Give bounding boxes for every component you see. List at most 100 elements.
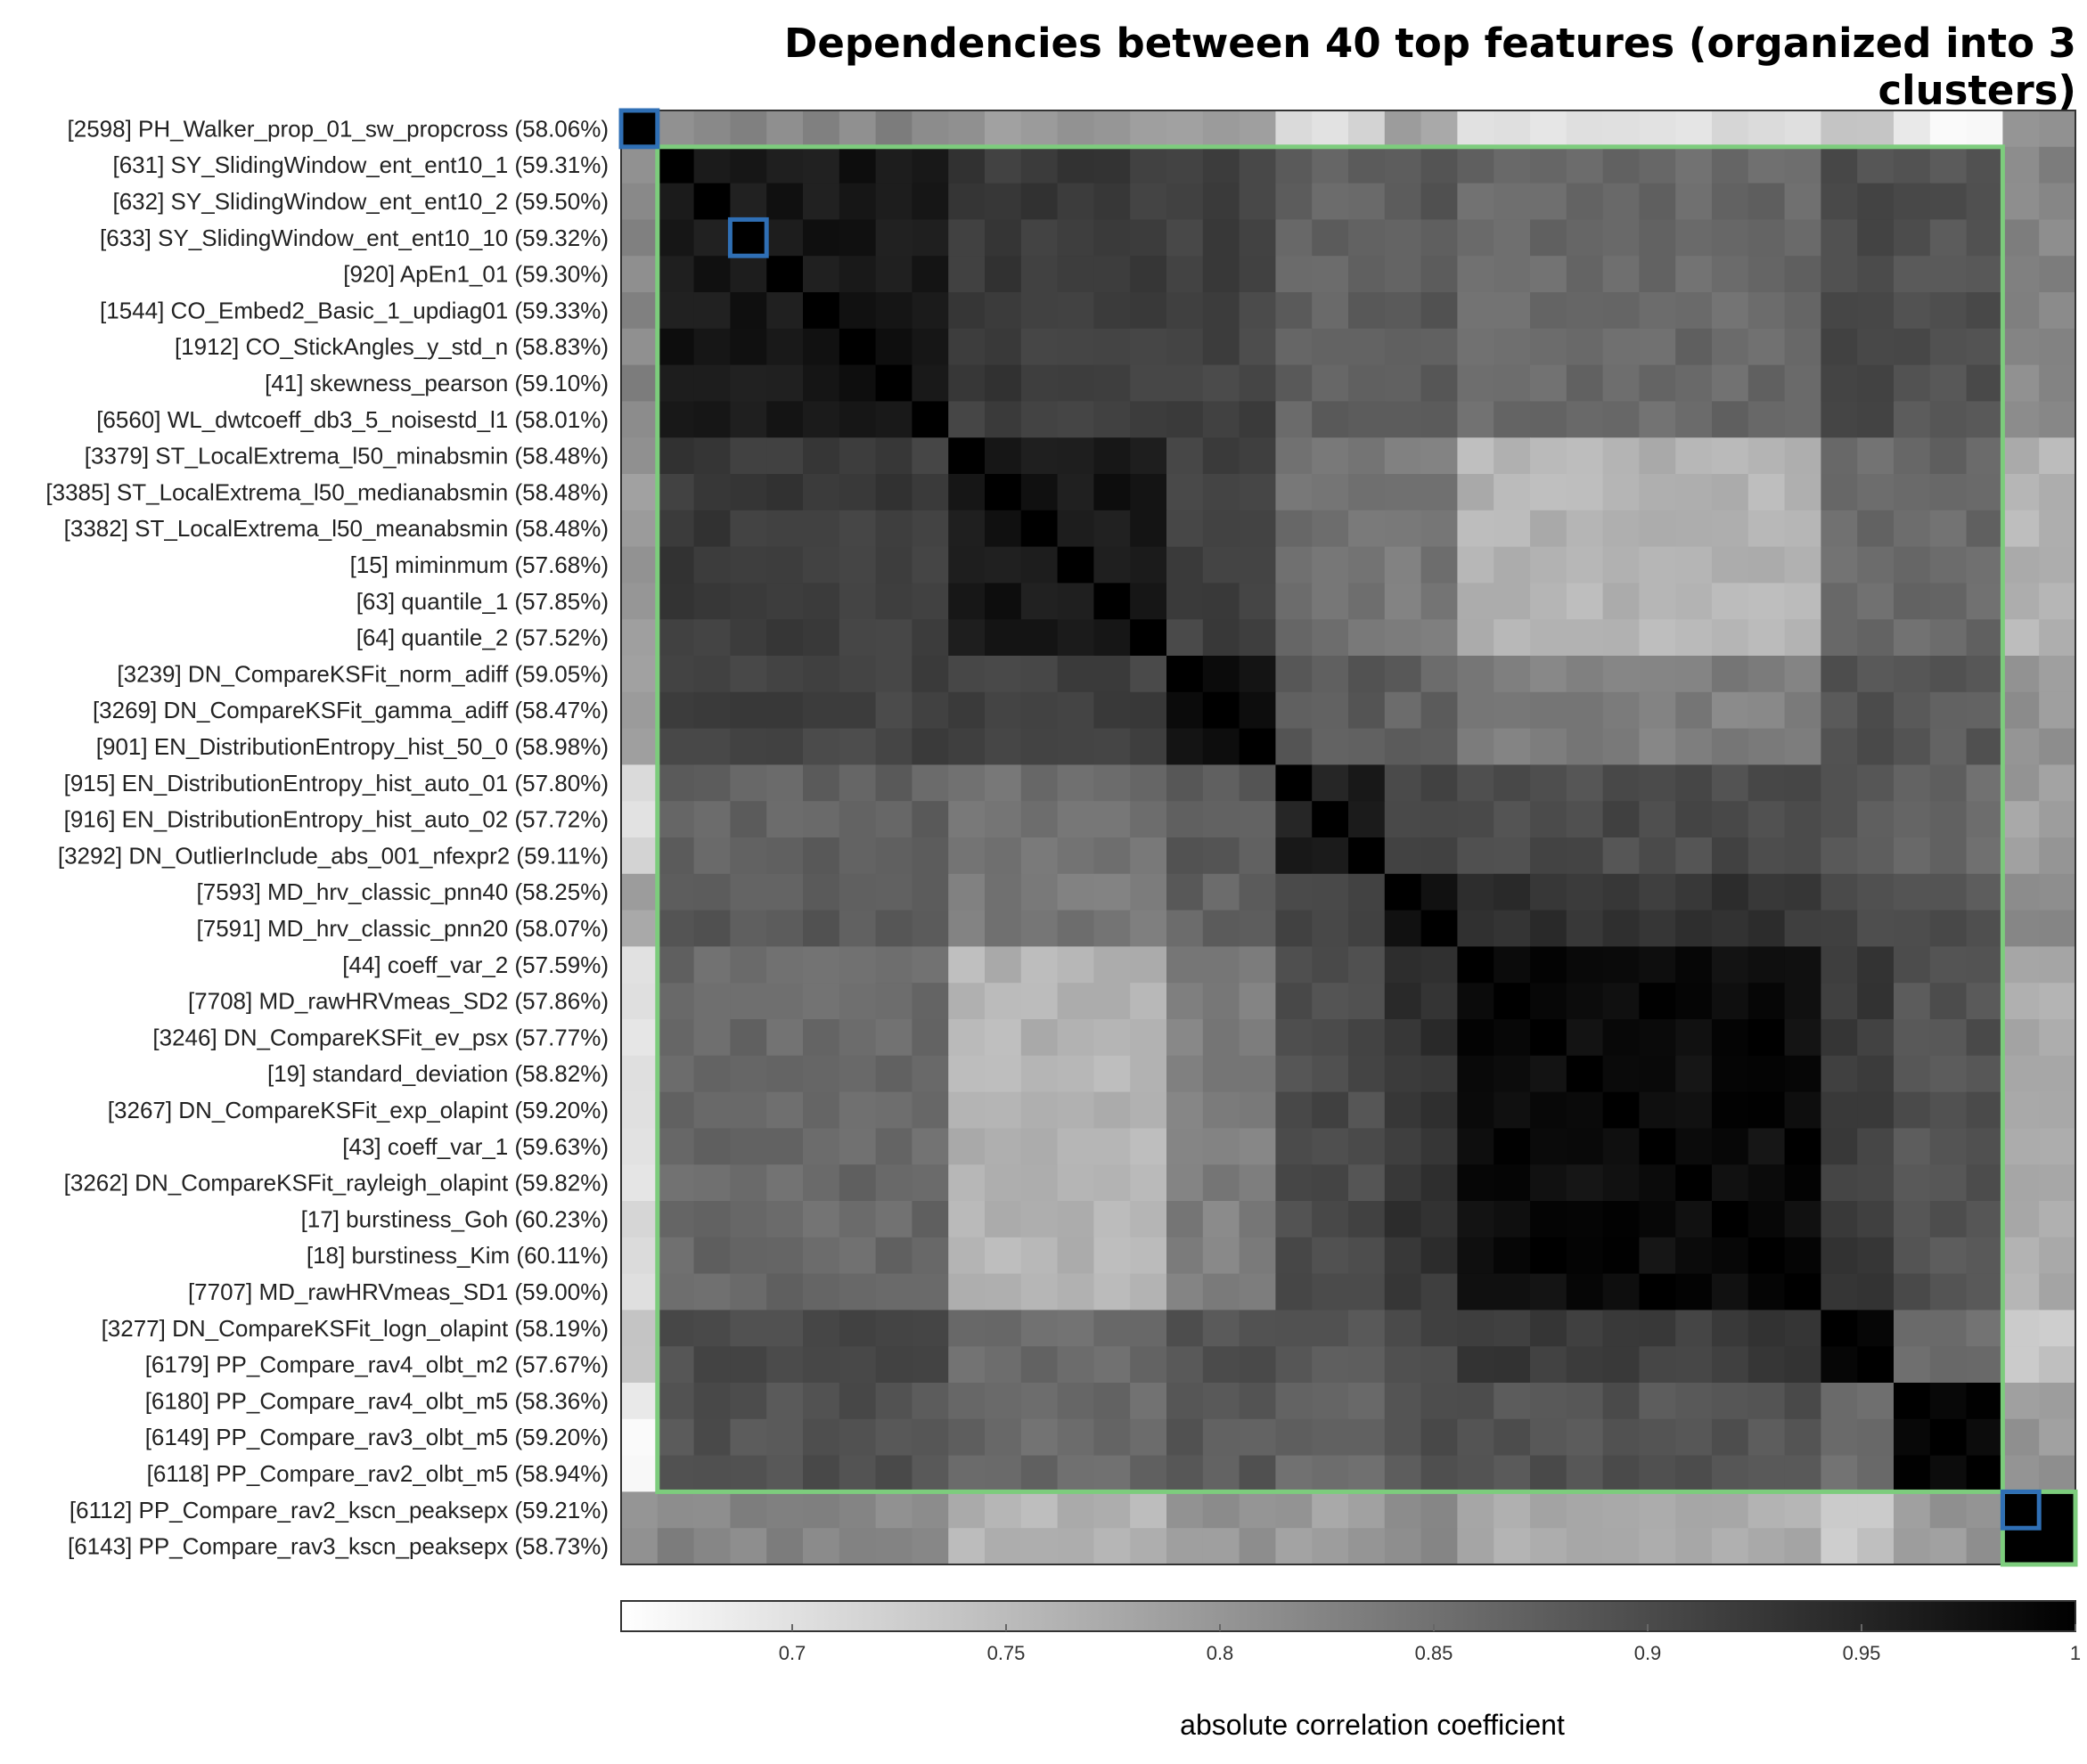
heatmap-cell [912, 1455, 949, 1492]
heatmap-cell [803, 1455, 840, 1492]
heatmap-cell [1239, 691, 1276, 730]
heatmap-cell [1166, 1128, 1204, 1165]
heatmap-cell [657, 474, 695, 511]
heatmap-cell [1494, 1455, 1531, 1492]
heatmap-cell [1494, 292, 1531, 330]
heatmap-cell [1202, 110, 1240, 148]
heatmap-cell [1166, 437, 1204, 475]
heatmap-cell [1602, 256, 1640, 293]
heatmap-cell [766, 983, 804, 1020]
heatmap-cell [912, 292, 949, 330]
heatmap-cell [1130, 837, 1167, 875]
heatmap-cell [1130, 474, 1167, 511]
row-label: [3382] ST_LocalExtrema_l50_meanabsmin (5… [64, 515, 609, 542]
heatmap-cell [1420, 1273, 1458, 1311]
heatmap-cell [912, 1346, 949, 1384]
heatmap-cell [1821, 946, 1858, 984]
heatmap-cell [1639, 1310, 1676, 1347]
heatmap-cell [2039, 146, 2076, 184]
heatmap-cell [1784, 1091, 1821, 1129]
heatmap-cell [657, 837, 695, 875]
heatmap-cell [1020, 764, 1059, 802]
heatmap-cell [621, 1055, 659, 1093]
heatmap-cell [875, 474, 913, 511]
row-label: [916] EN_DistributionEntropy_hist_auto_0… [64, 806, 609, 833]
heatmap-cell [657, 656, 695, 693]
heatmap-cell [1929, 1455, 1968, 1492]
heatmap-cell [1166, 1418, 1204, 1457]
heatmap-cell [1821, 256, 1858, 293]
heatmap-cell [1384, 873, 1422, 911]
heatmap-cell [1166, 328, 1204, 366]
heatmap-cell [1057, 1055, 1094, 1093]
heatmap-cell [1020, 801, 1059, 838]
heatmap-cell [621, 110, 659, 148]
heatmap-cell [912, 1528, 949, 1565]
heatmap-cell [1602, 583, 1640, 620]
heatmap-cell [1530, 583, 1567, 620]
heatmap-cell [1639, 110, 1676, 148]
matrix-frame [620, 110, 2076, 1565]
heatmap-cell [1057, 1418, 1094, 1457]
heatmap-cell [1675, 401, 1713, 438]
heatmap-cell [912, 910, 949, 947]
heatmap-cell [1312, 437, 1349, 475]
heatmap-cell [621, 401, 659, 438]
heatmap-cell [1784, 1019, 1821, 1057]
heatmap-cell [1093, 1455, 1131, 1492]
heatmap-cell [1602, 946, 1640, 984]
heatmap-cell [1020, 983, 1059, 1020]
heatmap-cell [1494, 656, 1531, 693]
heatmap-cell [1166, 474, 1204, 511]
heatmap-cell [657, 401, 695, 438]
heatmap-cell [1057, 983, 1094, 1020]
heatmap-cell [1494, 764, 1531, 802]
heatmap-cell [2002, 619, 2040, 657]
heatmap-cell [1384, 1310, 1422, 1347]
heatmap-cell [1239, 1528, 1276, 1565]
heatmap-cell [1275, 1201, 1313, 1238]
heatmap-cell [1130, 1310, 1167, 1347]
heatmap-cell [1057, 364, 1094, 402]
heatmap-cell [1894, 983, 1931, 1020]
heatmap-cell [948, 656, 986, 693]
heatmap-cell [1239, 401, 1276, 438]
heatmap-cell [2039, 1273, 2076, 1311]
heatmap-cell [1130, 1455, 1167, 1492]
heatmap-cell [839, 983, 877, 1020]
heatmap-cell [1530, 1128, 1567, 1165]
heatmap-cell [2002, 691, 2040, 730]
heatmap-cell [1494, 219, 1531, 257]
heatmap-cell [1675, 183, 1713, 220]
heatmap-cell [1566, 292, 1604, 330]
heatmap-cell [1420, 910, 1458, 947]
row-label: [3269] DN_CompareKSFit_gamma_adiff (58.4… [93, 697, 609, 723]
heatmap-cell [1530, 401, 1567, 438]
heatmap-cell [621, 910, 659, 947]
heatmap-cell [1348, 401, 1386, 438]
heatmap-cell [1821, 401, 1858, 438]
heatmap-cell [803, 256, 840, 293]
heatmap-cell [1494, 1383, 1531, 1420]
heatmap-cell [1202, 801, 1240, 838]
heatmap-cell [1675, 1528, 1713, 1565]
heatmap-cell [1384, 256, 1422, 293]
heatmap-cell [985, 1237, 1022, 1275]
heatmap-cell [1239, 837, 1276, 875]
heatmap-cell [1348, 1164, 1386, 1202]
heatmap-cell [1275, 510, 1313, 548]
heatmap-cell [1966, 1091, 2003, 1129]
heatmap-cell [1821, 619, 1858, 657]
heatmap-cell [1275, 910, 1313, 947]
heatmap-cell [1929, 1383, 1968, 1420]
colorbar-tick-label: 1 [2070, 1642, 2081, 1664]
heatmap-cell [1602, 1310, 1640, 1347]
heatmap-cell [1712, 1091, 1749, 1129]
heatmap-cell [1312, 1383, 1349, 1420]
heatmap-cell [1894, 1237, 1931, 1275]
heatmap-cell [1057, 1455, 1094, 1492]
heatmap-cell [2002, 1383, 2040, 1420]
heatmap-cell [1202, 1055, 1240, 1093]
heatmap-cell [1712, 401, 1749, 438]
heatmap-cell [1966, 546, 2003, 584]
